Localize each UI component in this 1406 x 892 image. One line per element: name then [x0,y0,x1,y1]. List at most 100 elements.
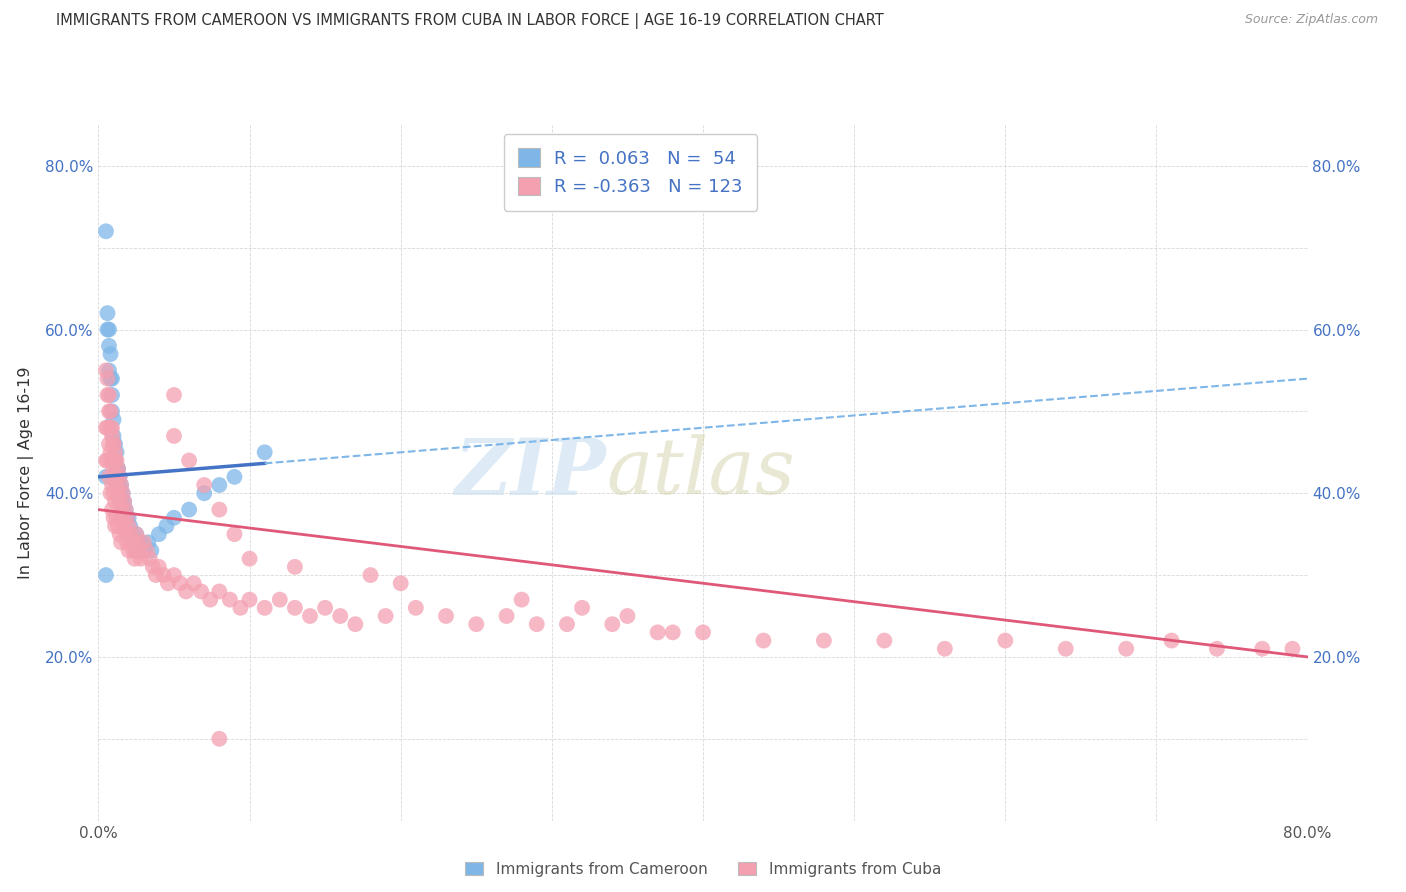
Point [94,224,117,238]
Point [120,527,142,541]
Point [104,470,127,484]
Point [110,478,132,492]
Point [813,633,835,648]
Point [118,519,141,533]
Point [179,453,201,467]
Point [163,388,186,402]
Point [108,486,131,500]
Point [96,371,118,385]
Point [103,437,125,451]
Point [374,609,396,624]
Point [125,527,148,541]
Point [616,609,638,624]
Point [103,437,125,451]
Point [873,633,896,648]
Point [96,306,118,320]
Point [647,625,669,640]
Point [107,486,129,500]
Point [190,584,212,599]
Point [1251,641,1274,656]
Point [125,543,148,558]
Point [103,429,125,443]
Point [169,576,191,591]
Point [103,453,125,467]
Point [156,576,179,591]
Text: atlas: atlas [606,434,794,511]
Point [108,494,131,508]
Point [163,510,186,524]
Point [229,600,252,615]
Point [193,478,215,492]
Point [344,617,367,632]
Point [107,478,129,492]
Point [104,437,127,451]
Point [314,600,336,615]
Point [94,363,117,377]
Point [193,486,215,500]
Point [118,543,141,558]
Point [224,527,246,541]
Point [94,453,117,467]
Point [118,527,141,541]
Point [100,445,122,459]
Point [94,421,117,435]
Point [112,494,135,508]
Point [98,322,121,336]
Point [183,576,205,591]
Point [111,486,134,500]
Point [105,470,128,484]
Point [98,470,121,484]
Point [118,510,141,524]
Point [360,568,382,582]
Point [103,412,125,426]
Point [107,486,129,500]
Point [96,388,118,402]
Point [224,470,246,484]
Point [329,609,352,624]
Point [122,535,145,549]
Point [111,510,134,524]
Point [269,592,291,607]
Point [253,445,276,459]
Point [101,371,124,385]
Point [434,609,457,624]
Y-axis label: In Labor Force | Age 16-19: In Labor Force | Age 16-19 [18,367,34,579]
Point [111,486,134,500]
Point [112,519,135,533]
Point [1281,641,1303,656]
Point [104,445,127,459]
Point [122,543,145,558]
Point [163,429,186,443]
Point [103,486,125,500]
Point [98,339,121,353]
Point [136,535,159,549]
Text: Source: ZipAtlas.com: Source: ZipAtlas.com [1244,13,1378,27]
Point [128,543,150,558]
Point [107,461,129,475]
Point [139,551,162,566]
Point [239,592,262,607]
Point [145,568,167,582]
Point [114,527,136,541]
Point [179,502,201,516]
Point [120,519,142,533]
Point [142,560,165,574]
Point [127,535,149,549]
Point [129,535,152,549]
Point [101,388,124,402]
Point [115,510,138,524]
Point [662,625,685,640]
Point [101,421,124,435]
Point [994,633,1017,648]
Point [98,363,121,377]
Point [571,600,593,615]
Point [103,510,125,524]
Point [405,600,427,615]
Point [94,568,117,582]
Point [284,600,307,615]
Point [115,510,138,524]
Point [96,322,118,336]
Point [934,641,956,656]
Legend: R =  0.063   N =  54, R = -0.363   N = 123: R = 0.063 N = 54, R = -0.363 N = 123 [503,134,758,211]
Point [174,584,197,599]
